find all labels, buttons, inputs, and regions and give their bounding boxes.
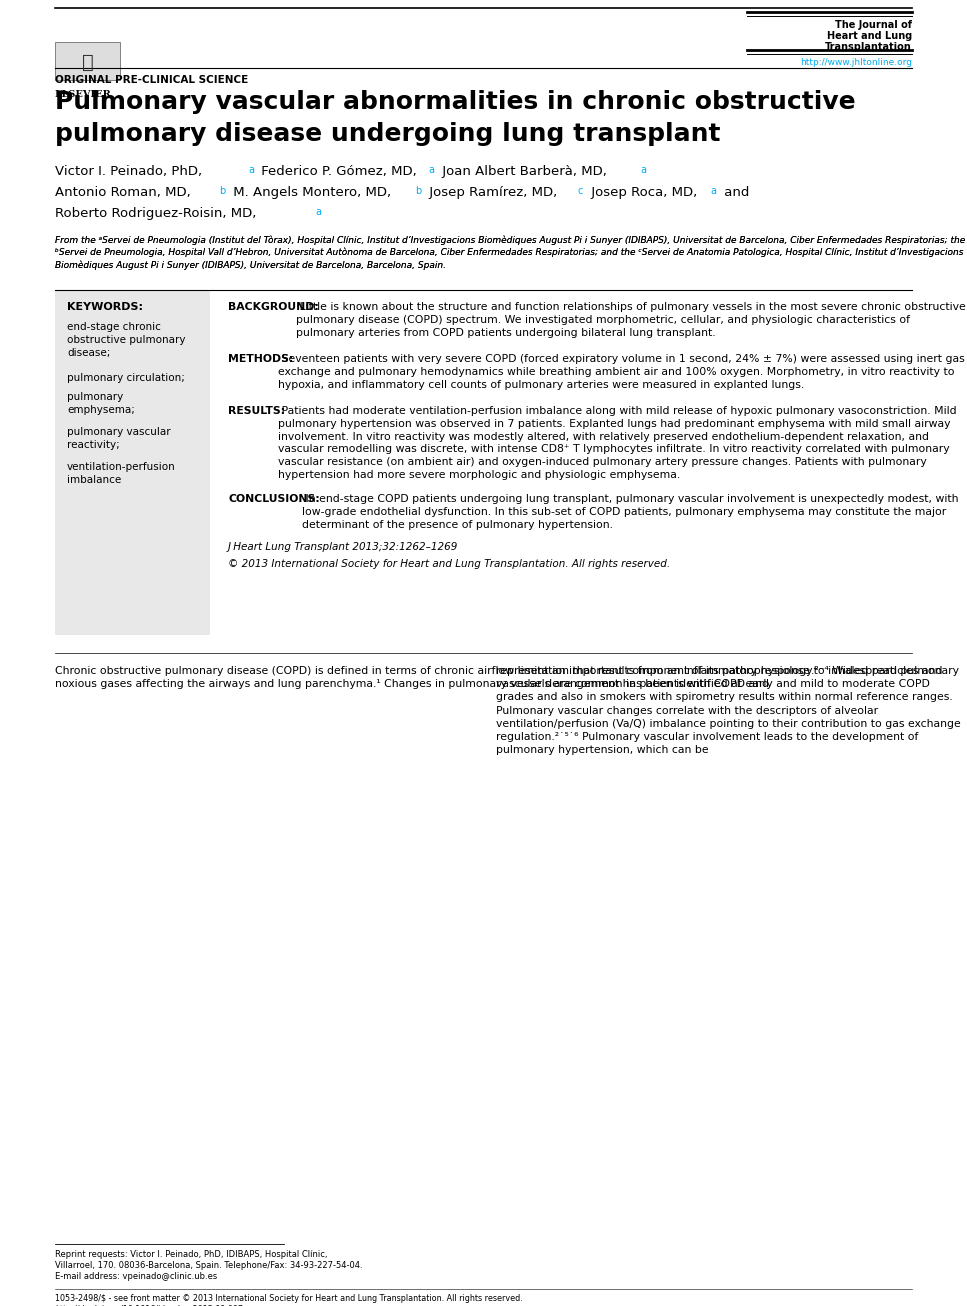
Text: a: a (640, 165, 646, 175)
Text: Josep Ramírez, MD,: Josep Ramírez, MD, (425, 185, 557, 199)
Text: Heart and Lung: Heart and Lung (827, 31, 912, 40)
Text: KEYWORDS:: KEYWORDS: (67, 302, 143, 312)
Text: pulmonary
emphysema;: pulmonary emphysema; (67, 392, 134, 415)
Text: a: a (248, 165, 254, 175)
Text: http://www.jhltonline.org: http://www.jhltonline.org (800, 57, 912, 67)
FancyBboxPatch shape (55, 290, 210, 635)
Text: Federico P. Gómez, MD,: Federico P. Gómez, MD, (257, 165, 417, 178)
Text: From the ᵃServei de Pneumologia (Institut del Tòrax), Hospital Clínic, Institut : From the ᵃServei de Pneumologia (Institu… (55, 235, 965, 269)
Text: a: a (710, 185, 716, 196)
Text: ORIGINAL PRE-CLINICAL SCIENCE: ORIGINAL PRE-CLINICAL SCIENCE (55, 74, 249, 85)
Text: Antonio Roman, MD,: Antonio Roman, MD, (55, 185, 190, 199)
Text: 1053-2498/$ - see front matter © 2013 International Society for Heart and Lung T: 1053-2498/$ - see front matter © 2013 In… (55, 1294, 523, 1306)
Text: Seventeen patients with very severe COPD (forced expiratory volume in 1 second, : Seventeen patients with very severe COPD… (278, 354, 964, 389)
Text: M. Angels Montero, MD,: M. Angels Montero, MD, (229, 185, 391, 199)
Text: Patients had moderate ventilation-perfusion imbalance along with mild release of: Patients had moderate ventilation-perfus… (278, 406, 956, 481)
Text: Roberto Rodriguez-Roisin, MD,: Roberto Rodriguez-Roisin, MD, (55, 206, 256, 219)
Text: In end-stage COPD patients undergoing lung transplant, pulmonary vascular involv: In end-stage COPD patients undergoing lu… (303, 494, 959, 530)
Text: Joan Albert Barberà, MD,: Joan Albert Barberà, MD, (438, 165, 607, 178)
Text: pulmonary disease undergoing lung transplant: pulmonary disease undergoing lung transp… (55, 121, 720, 146)
Text: RESULTS:: RESULTS: (228, 406, 285, 417)
Text: From the ᵃServei de Pneumologia (Institut del Tòrax), Hospital Clínic, Institut : From the ᵃServei de Pneumologia (Institu… (55, 235, 965, 269)
Text: b: b (415, 185, 422, 196)
Text: ventilation-perfusion
imbalance: ventilation-perfusion imbalance (67, 462, 176, 485)
Text: 🌳: 🌳 (81, 52, 94, 72)
Text: b: b (219, 185, 225, 196)
Text: end-stage chronic
obstructive pulmonary
disease;: end-stage chronic obstructive pulmonary … (67, 323, 186, 358)
Text: J Heart Lung Transplant 2013;32:1262–1269: J Heart Lung Transplant 2013;32:1262–126… (228, 542, 458, 552)
Text: METHODS:: METHODS: (228, 354, 293, 364)
Text: ELSEVIER: ELSEVIER (55, 90, 112, 99)
Text: Pulmonary vascular abnormalities in chronic obstructive: Pulmonary vascular abnormalities in chro… (55, 90, 856, 114)
Text: represent an important component of its pathophysiology.²⁻⁴ Widespread pulmonary: represent an important component of its … (496, 666, 961, 755)
Text: CONCLUSIONS:: CONCLUSIONS: (228, 494, 320, 504)
Text: pulmonary circulation;: pulmonary circulation; (67, 372, 185, 383)
Text: Chronic obstructive pulmonary disease (COPD) is defined in terms of chronic airf: Chronic obstructive pulmonary disease (C… (55, 666, 943, 690)
Text: Little is known about the structure and function relationships of pulmonary vess: Little is known about the structure and … (296, 302, 966, 337)
Text: a: a (428, 165, 434, 175)
Text: and: and (720, 185, 749, 199)
Text: The Journal of: The Journal of (835, 20, 912, 30)
Text: Reprint requests: Victor I. Peinado, PhD, IDIBAPS, Hospital Clínic,
Villarroel, : Reprint requests: Victor I. Peinado, PhD… (55, 1250, 363, 1281)
Text: Josep Roca, MD,: Josep Roca, MD, (587, 185, 697, 199)
Text: pulmonary vascular
reactivity;: pulmonary vascular reactivity; (67, 427, 170, 449)
Text: Transplantation: Transplantation (825, 42, 912, 52)
Text: Victor I. Peinado, PhD,: Victor I. Peinado, PhD, (55, 165, 202, 178)
Text: © 2013 International Society for Heart and Lung Transplantation. All rights rese: © 2013 International Society for Heart a… (228, 559, 670, 569)
Text: a: a (315, 206, 321, 217)
Text: BACKGROUND:: BACKGROUND: (228, 302, 319, 312)
Text: c: c (577, 185, 582, 196)
FancyBboxPatch shape (55, 42, 120, 80)
